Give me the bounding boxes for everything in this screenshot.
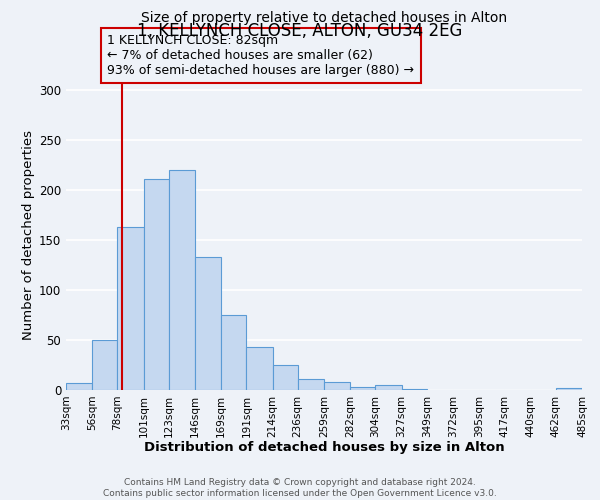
Bar — [556, 388, 582, 390]
Bar — [324, 382, 350, 390]
Bar — [272, 365, 298, 390]
Title: Size of property relative to detached houses in Alton: Size of property relative to detached ho… — [141, 10, 507, 24]
Bar — [221, 315, 247, 390]
Bar — [350, 387, 376, 390]
Bar — [298, 379, 324, 390]
Text: 1, KELLYNCH CLOSE, ALTON, GU34 2EG: 1, KELLYNCH CLOSE, ALTON, GU34 2EG — [137, 22, 463, 40]
Bar — [143, 179, 169, 390]
Bar — [66, 383, 92, 390]
Bar — [118, 227, 143, 390]
Bar — [376, 385, 401, 390]
Bar — [169, 170, 195, 390]
Text: Contains HM Land Registry data © Crown copyright and database right 2024.
Contai: Contains HM Land Registry data © Crown c… — [103, 478, 497, 498]
Bar — [247, 347, 272, 390]
X-axis label: Distribution of detached houses by size in Alton: Distribution of detached houses by size … — [143, 441, 505, 454]
Bar — [401, 389, 427, 390]
Text: 1 KELLYNCH CLOSE: 82sqm
← 7% of detached houses are smaller (62)
93% of semi-det: 1 KELLYNCH CLOSE: 82sqm ← 7% of detached… — [107, 34, 414, 77]
Y-axis label: Number of detached properties: Number of detached properties — [22, 130, 35, 340]
Bar — [195, 257, 221, 390]
Bar — [92, 340, 118, 390]
